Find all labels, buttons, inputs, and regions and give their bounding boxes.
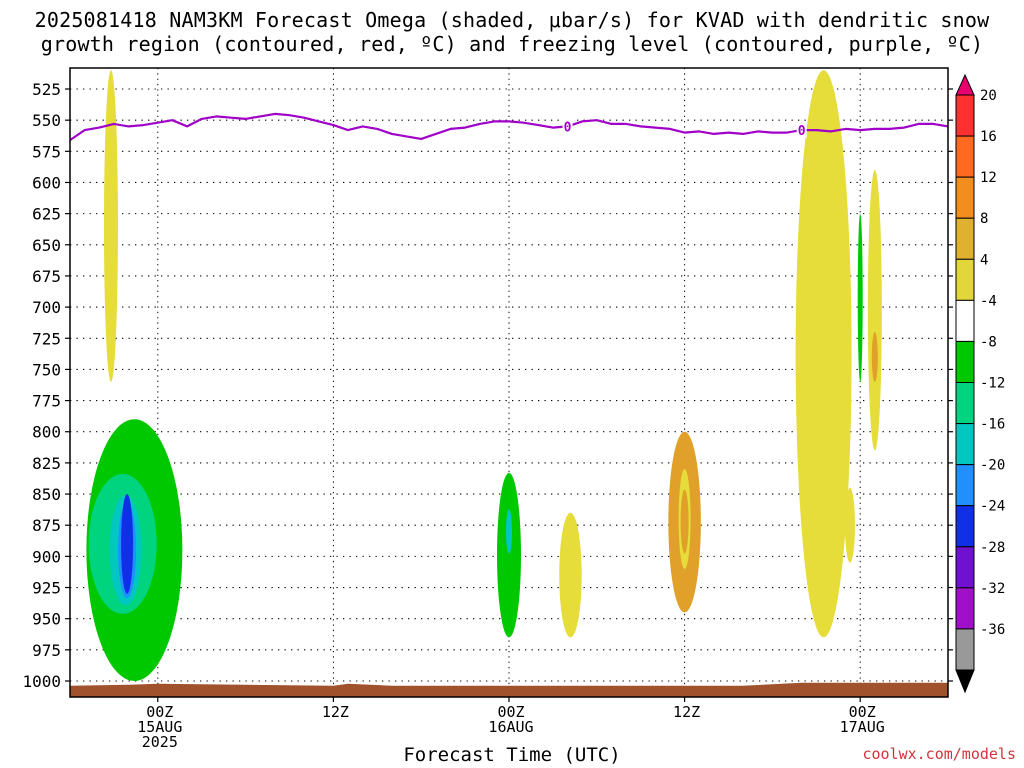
y-tick-label: 725 [32,329,61,348]
colorbar-tick-label: -8 [980,334,997,350]
freezing-label-bg [562,118,573,135]
colorbar-segment [955,628,975,671]
colorbar-tick-label: -24 [980,499,1005,515]
y-axis-ticks: 525 550 575 600 625 650 675 700 725 750 775 800 825 8… [22,80,953,691]
colorbar-tick-label: -16 [980,417,1005,433]
x-tick-label: 00Z [849,703,876,721]
x-tick-label: 00Z [497,703,524,721]
y-tick-label: 950 [32,610,61,629]
y-tick-label: 925 [32,579,61,598]
colorbar-segment [955,546,975,589]
y-tick-label: 575 [32,142,61,161]
y-tick-label: 850 [32,485,61,504]
colorbar-bottom-triangle [955,669,975,694]
omega-blob [121,494,134,594]
x-tick-label: 17AUG [840,718,885,736]
x-axis-label: Forecast Time (UTC) [403,744,621,766]
y-tick-label: 750 [32,360,61,379]
x-tick-label: 15AUG [137,718,182,736]
colorbar-segment [955,382,975,425]
chart-title: 2025081418 NAM3KM Forecast Omega (shaded… [0,8,1024,56]
colorbar-segment [955,258,975,301]
colorbar-tick-label: -36 [980,622,1005,638]
freezing-label-bg [796,122,807,139]
omega-blob [867,170,882,451]
y-tick-label: 525 [32,80,61,99]
colorbar-segment [955,587,975,630]
colorbar-segment [955,299,975,342]
terrain-fill [70,682,948,697]
omega-blob-core [871,331,878,382]
y-tick-label: 1000 [22,672,61,691]
colorbar-segment [955,340,975,383]
x-tick-label: 16AUG [488,718,533,736]
omega-blob [103,70,118,382]
x-tick-label: 12Z [322,703,349,721]
omega-blob [559,512,582,638]
omega-blob [844,487,855,563]
colorbar-tick-label: 16 [980,129,997,145]
x-tick-label: 2025 [142,733,178,751]
colorbar-tick-label: -32 [980,581,1005,597]
colorbar-tick-label: -20 [980,458,1005,474]
colorbar-segment [955,94,975,137]
colorbar-segment [955,217,975,260]
omega-shading [86,70,882,681]
y-tick-label: 975 [32,641,61,660]
omega-blob-inner [506,509,512,554]
colorbar-segment [955,423,975,466]
colorbar-tick-label: -12 [980,376,1005,392]
y-tick-label: 625 [32,205,61,224]
x-tick-label: 12Z [673,703,700,721]
omega-blob [857,213,863,382]
colorbar-segment [955,464,975,507]
y-tick-label: 675 [32,267,61,286]
colorbar-tick-label: 12 [980,170,997,186]
y-tick-label: 825 [32,454,61,473]
y-tick-label: 650 [32,236,61,255]
y-tick-label: 800 [32,423,61,442]
omega-blob [795,70,852,638]
omega-blob-core [680,489,689,554]
terrain-shape [70,682,948,697]
credit-text: coolwx.com/models [862,745,1016,763]
title-line-1: 2025081418 NAM3KM Forecast Omega (shaded… [34,8,990,32]
y-tick-label: 775 [32,392,61,411]
freezing-level-label: 0 [564,120,572,135]
y-tick-label: 550 [32,111,61,130]
title-line-2: growth region (contoured, red, ºC) and f… [40,32,984,56]
y-tick-label: 700 [32,298,61,317]
colorbar-tick-label: 20 [980,88,997,104]
y-tick-label: 600 [32,173,61,192]
x-tick-label: 00Z [146,703,173,721]
colorbar-top-triangle [955,73,975,96]
colorbar-segment [955,135,975,178]
omega-blob [497,472,521,638]
y-tick-label: 900 [32,547,61,566]
y-tick-label: 875 [32,516,61,535]
freezing-level-label: 0 [798,124,806,139]
colorbar-tick-label: -28 [980,540,1005,556]
colorbar-segment [955,176,975,219]
colorbar-tick-label: 4 [980,252,988,268]
colorbar-segment [955,505,975,548]
colorbar: 20 16 12 8 4 -4 -8 -12 -16 -20 -24 -28 -32 -36 [955,73,1005,694]
colorbar-tick-label: -4 [980,293,997,309]
colorbar-tick-label: 8 [980,211,988,227]
